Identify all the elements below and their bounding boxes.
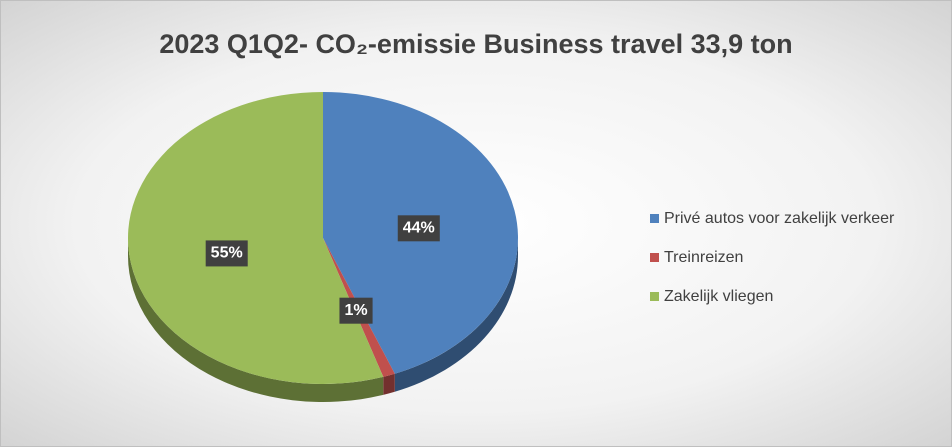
slice (127, 92, 384, 384)
slice-side (394, 238, 518, 392)
legend-label: Treinreizen (664, 249, 743, 266)
slice-side (128, 238, 384, 402)
data-label: 55% (205, 240, 248, 267)
legend-swatch (650, 292, 659, 301)
data-label-text: 44% (403, 220, 435, 237)
data-label: 44% (397, 215, 440, 242)
legend-label: Privé autos voor zakelijk verkeer (664, 210, 895, 227)
legend-label: Zakelijk vliegen (664, 288, 773, 305)
data-label-box (397, 215, 440, 242)
legend-swatch (650, 253, 659, 262)
legend-swatch (650, 214, 659, 223)
chart-title: 2023 Q1Q2- CO₂-emissie Business travel 3… (159, 29, 792, 59)
data-label: 1% (339, 297, 373, 324)
data-label-text: 55% (211, 245, 243, 262)
data-label-text: 1% (344, 302, 367, 319)
data-label-box (205, 240, 248, 267)
data-label-box (339, 297, 373, 324)
slice-side (383, 373, 395, 395)
